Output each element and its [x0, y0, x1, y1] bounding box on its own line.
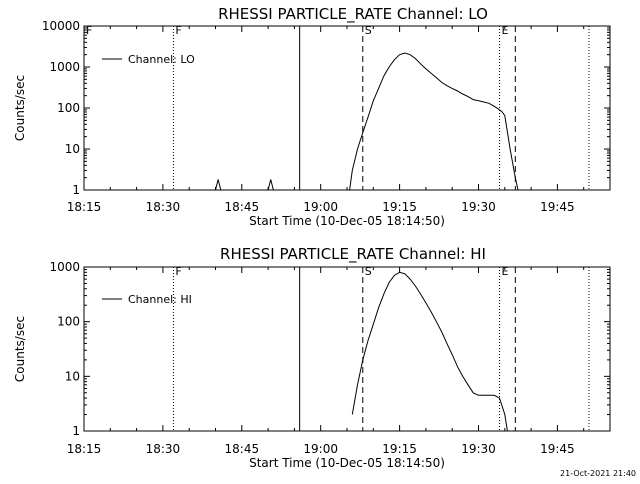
plot-frame [84, 26, 610, 190]
x-tick-label: 19:45 [540, 200, 575, 214]
x-tick-label: 19:45 [540, 442, 575, 456]
x-tick-label: 19:15 [382, 442, 417, 456]
x-tick-label: 18:15 [67, 442, 102, 456]
legend-label: Channel: HI [128, 293, 192, 306]
y-axis-label: Counts/sec [13, 316, 27, 382]
marker-label: F [175, 24, 181, 37]
x-tick-label: 18:30 [146, 200, 181, 214]
x-tick-label: 18:15 [67, 200, 102, 214]
x-tick-label: 18:30 [146, 442, 181, 456]
marker-label: S [365, 265, 372, 278]
chart-title: RHESSI PARTICLE_RATE Channel: LO [218, 5, 488, 24]
panel-lo: RHESSI PARTICLE_RATE Channel: LO 18:15 18:… [13, 5, 610, 228]
marker-label: S [365, 24, 372, 37]
marker-label: E [502, 24, 509, 37]
y-tick-label: 1 [72, 183, 80, 197]
y-tick-label: 1000 [49, 260, 80, 274]
chart-title: RHESSI PARTICLE_RATE Channel: HI [220, 245, 486, 264]
y-tick-label: 1000 [49, 60, 80, 74]
marker-label: F [86, 24, 92, 37]
series-line [84, 53, 518, 190]
plot-frame [84, 267, 610, 431]
marker-label: E [502, 265, 509, 278]
y-tick-label: 10 [65, 142, 80, 156]
x-tick-label: 19:30 [461, 442, 496, 456]
x-tick-label: 18:45 [225, 200, 260, 214]
x-axis-label: Start Time (10-Dec-05 18:14:50) [249, 214, 445, 228]
y-tick-label: 100 [57, 101, 80, 115]
y-tick-label: 100 [57, 315, 80, 329]
series-line [352, 272, 507, 431]
timestamp: 21-Oct-2021 21:40 [560, 469, 636, 478]
panel-hi: RHESSI PARTICLE_RATE Channel: HI 18:15 18:… [13, 245, 610, 470]
x-tick-label: 19:30 [461, 200, 496, 214]
x-tick-label: 18:45 [225, 442, 260, 456]
x-tick-label: 19:00 [303, 442, 338, 456]
y-tick-label: 10 [65, 369, 80, 383]
legend-label: Channel: LO [128, 53, 195, 66]
x-axis-label: Start Time (10-Dec-05 18:14:50) [249, 456, 445, 470]
y-tick-label: 1 [72, 424, 80, 438]
y-axis-label: Counts/sec [13, 75, 27, 141]
x-tick-label: 19:00 [303, 200, 338, 214]
x-tick-label: 19:15 [382, 200, 417, 214]
marker-label: F [175, 265, 181, 278]
y-tick-label: 10000 [42, 19, 80, 33]
